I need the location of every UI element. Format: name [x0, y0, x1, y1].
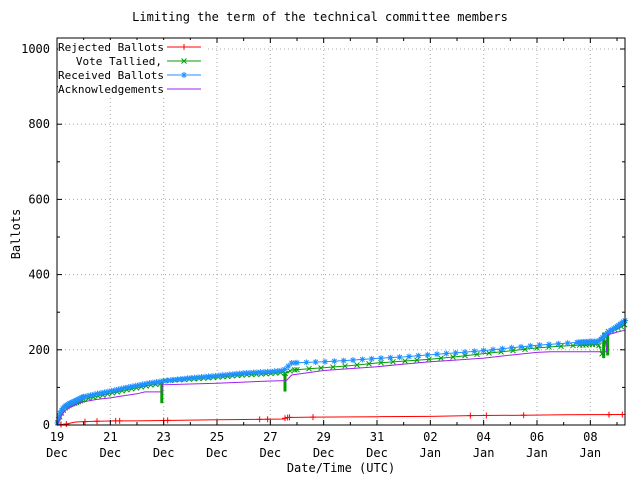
x-tick-label-month: Dec: [206, 446, 228, 460]
x-axis-label: Date/Time (UTC): [286, 461, 396, 475]
legend-item-acknowledgements: Acknowledgements: [58, 82, 206, 96]
legend-label: Vote Tallied,: [75, 54, 162, 68]
x-tick-label-day: 21: [103, 430, 117, 444]
legend-sample-received-ballots: [167, 72, 201, 78]
x-tick-label-month: Jan: [419, 446, 441, 460]
y-tick-label: 800: [28, 117, 50, 131]
x-tick-label-day: 23: [156, 430, 170, 444]
x-tick-label-day: 25: [210, 430, 224, 444]
y-tick-label: 0: [43, 418, 50, 432]
series-received-ballots: [54, 317, 628, 426]
y-tick-label: 400: [28, 268, 50, 282]
x-tick-label-day: 04: [476, 430, 490, 444]
legend-item-received-ballots: Received Ballots: [58, 68, 206, 82]
legend-label: Received Ballots: [58, 68, 164, 82]
legend-label: Rejected Ballots: [58, 40, 164, 54]
legend-item-vote-tallied: Vote Tallied,: [58, 54, 206, 68]
legend-sample-acknowledgements: [167, 88, 201, 90]
x-tick-label-day: 31: [370, 430, 384, 444]
x-tick-label-month: Dec: [313, 446, 335, 460]
y-tick-label: 200: [28, 343, 50, 357]
x-tick-label-day: 02: [423, 430, 437, 444]
legend-sample-rejected-ballots: [167, 44, 201, 50]
x-tick-label-day: 27: [263, 430, 277, 444]
x-tick-label-month: Dec: [366, 446, 388, 460]
series-markers-received-ballots: [54, 317, 628, 426]
x-tick-label-day: 19: [50, 430, 64, 444]
x-tick-label-day: 29: [316, 430, 330, 444]
y-tick-label: 1000: [21, 42, 50, 56]
legend-sample-vote-tallied: [167, 58, 201, 64]
x-tick-label-month: Dec: [99, 446, 121, 460]
x-tick-label-month: Dec: [153, 446, 175, 460]
legend-item-rejected-ballots: Rejected Ballots: [58, 40, 206, 54]
x-tick-label-day: 08: [583, 430, 597, 444]
gridlines: [56, 38, 625, 425]
legend: Rejected Ballots Vote Tallied, Received Ba…: [58, 40, 206, 96]
y-tick-label: 600: [28, 192, 50, 206]
x-tick-label-day: 06: [530, 430, 544, 444]
x-tick-label-month: Jan: [579, 446, 601, 460]
series-vote-tallied: [54, 321, 628, 426]
x-tick-label-month: Jan: [473, 446, 495, 460]
chart-title: Limiting the term of the technical commi…: [132, 10, 508, 24]
legend-label: Acknowledgements: [58, 82, 164, 96]
series-markers-vote-tallied: [54, 321, 628, 426]
series-acknowledgements: [56, 329, 626, 426]
tick-labels: 0 200 400 600 800 1000 19 Dec 21 Dec 23 Dec 25 Dec 27 D…: [21, 42, 601, 460]
x-tick-label-month: Dec: [46, 446, 68, 460]
x-tick-label-month: Jan: [526, 446, 548, 460]
x-tick-label-month: Dec: [259, 446, 281, 460]
axes: [56, 37, 626, 426]
